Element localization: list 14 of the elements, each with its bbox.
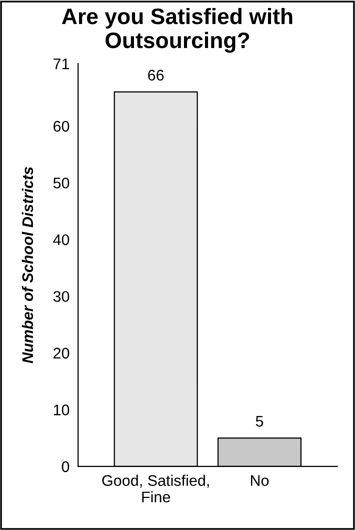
y-tick-label: 40 bbox=[53, 234, 70, 246]
y-tick-label: 30 bbox=[53, 291, 70, 302]
data-label: 5 bbox=[256, 416, 264, 427]
y-tick-label: 10 bbox=[54, 404, 70, 416]
y-axis-title: Number of School Districts bbox=[22, 167, 34, 364]
data-label: 66 bbox=[148, 70, 164, 81]
chart-title: Are you Satisfied with Outsourcing? bbox=[62, 8, 292, 53]
y-tick-label: 71 bbox=[54, 58, 70, 70]
y-tick-label: 50 bbox=[53, 178, 70, 188]
x-tick-label: Good, Satisfied, Fine bbox=[102, 474, 209, 502]
x-tick-label: No bbox=[250, 475, 269, 486]
y-tick-label: 0 bbox=[62, 461, 70, 472]
y-tick-label: 20 bbox=[54, 348, 70, 359]
y-tick-label: 60 bbox=[54, 120, 70, 132]
